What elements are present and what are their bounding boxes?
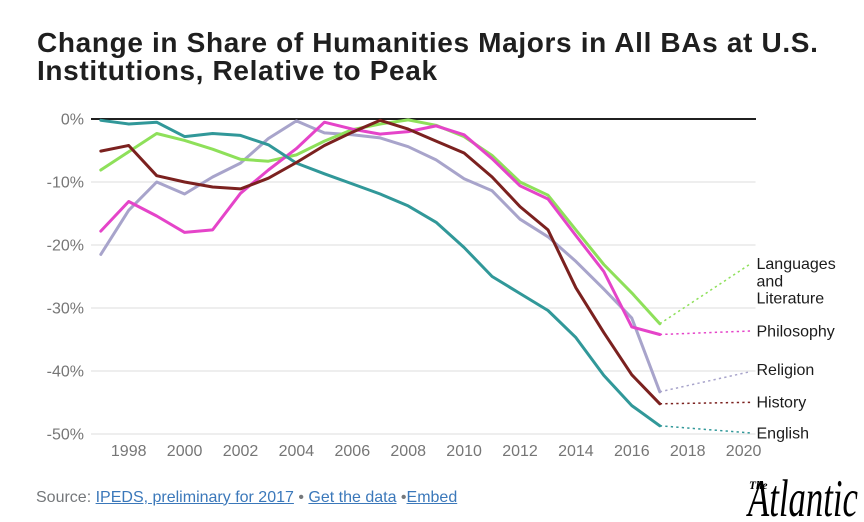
svg-text:1998: 1998 [111, 443, 147, 460]
svg-text:-30%: -30% [47, 301, 84, 318]
svg-text:-40%: -40% [47, 364, 84, 381]
svg-text:Religion: Religion [757, 362, 815, 379]
svg-text:2020: 2020 [726, 443, 762, 460]
svg-text:2018: 2018 [670, 443, 706, 460]
svg-text:-10%: -10% [47, 175, 84, 192]
svg-text:History: History [757, 395, 807, 412]
svg-text:2000: 2000 [167, 443, 203, 460]
svg-text:2004: 2004 [279, 443, 315, 460]
svg-text:Languages: Languages [757, 256, 836, 273]
svg-text:2012: 2012 [502, 443, 538, 460]
svg-text:2002: 2002 [223, 443, 259, 460]
svg-text:English: English [757, 426, 809, 443]
svg-text:2016: 2016 [614, 443, 650, 460]
svg-text:2008: 2008 [390, 443, 426, 460]
svg-text:0%: 0% [61, 112, 84, 129]
svg-text:Philosophy: Philosophy [757, 324, 835, 341]
svg-text:-50%: -50% [47, 427, 84, 444]
svg-text:2014: 2014 [558, 443, 594, 460]
svg-text:2010: 2010 [446, 443, 482, 460]
svg-text:and: and [757, 274, 784, 291]
svg-text:2006: 2006 [335, 443, 371, 460]
svg-text:-20%: -20% [47, 238, 84, 255]
svg-text:Literature: Literature [757, 291, 825, 308]
